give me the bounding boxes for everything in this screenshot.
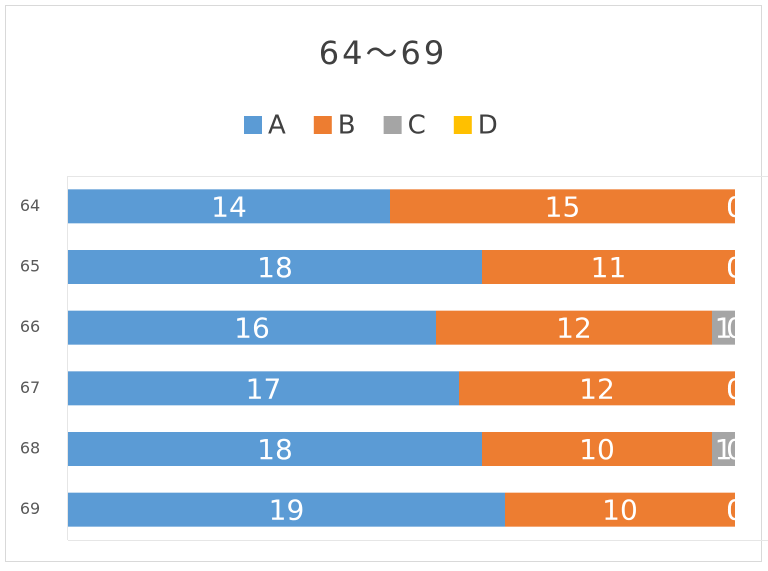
bar-segment (712, 310, 735, 345)
bar-segment (505, 492, 735, 527)
bar-segment (436, 310, 712, 345)
data-label: 11 (591, 251, 627, 284)
legend-label: A (268, 111, 286, 141)
data-label: 0 (726, 433, 744, 466)
data-label: 0 (726, 372, 744, 405)
data-label: 0 (726, 190, 744, 223)
data-label: 18 (257, 251, 293, 284)
bar-segment (68, 310, 436, 345)
data-label: 0 (726, 251, 744, 284)
data-label: 10 (602, 494, 638, 527)
data-label: 1 (715, 312, 733, 345)
y-tick-label: 66 (20, 317, 40, 336)
bar-segment (712, 432, 735, 466)
bar-segment (482, 250, 735, 284)
legend-swatch (453, 116, 472, 134)
data-label: 16 (234, 312, 270, 345)
data-label: 19 (269, 494, 305, 527)
legend-swatch (244, 116, 262, 134)
y-tick-label: 69 (20, 499, 40, 518)
data-label: 0 (726, 494, 744, 527)
data-label: 14 (211, 190, 247, 223)
y-tick-label: 68 (20, 439, 40, 458)
data-label: 12 (556, 312, 592, 345)
bar-segment (68, 492, 505, 527)
bar-segment (482, 432, 712, 466)
bar-segment (459, 371, 735, 406)
y-tick-label: 65 (20, 257, 40, 276)
data-label: 18 (257, 433, 293, 466)
data-label: 12 (579, 372, 615, 405)
data-label: 17 (246, 372, 282, 405)
chart-title: 64～69 (319, 34, 447, 72)
data-label: 0 (726, 190, 744, 223)
data-label: 10 (579, 433, 615, 466)
bar-segment (68, 371, 459, 406)
data-label: 0 (726, 251, 744, 284)
legend-swatch (313, 116, 332, 134)
data-label: 1 (715, 433, 733, 466)
data-label: 15 (545, 190, 581, 223)
data-label: 0 (726, 312, 744, 345)
bar-segment (68, 432, 482, 466)
bar-segment (68, 189, 390, 224)
bar-segment (390, 189, 735, 224)
y-tick-label: 64 (20, 196, 40, 215)
y-tick-label: 67 (20, 378, 40, 397)
legend-label: B (338, 111, 356, 141)
bar-segment (68, 250, 482, 284)
legend-swatch (383, 116, 402, 134)
data-label: 0 (726, 494, 744, 527)
data-label: 0 (726, 372, 744, 405)
legend-label: D (478, 111, 498, 141)
legend-label: C (408, 111, 426, 141)
